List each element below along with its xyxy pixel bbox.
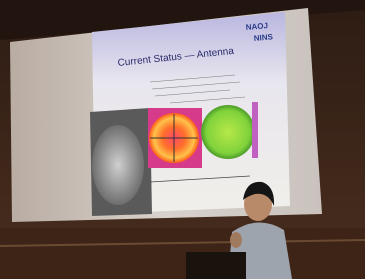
colorbar	[252, 102, 258, 158]
green-map	[201, 105, 255, 159]
photo: Current Status — Antenna NAOJ NINS	[0, 0, 365, 279]
podium	[186, 252, 246, 279]
dish	[92, 125, 144, 205]
logo-text: NINS	[253, 32, 273, 43]
speaker-hand	[230, 232, 242, 248]
stage-wall	[0, 228, 365, 279]
